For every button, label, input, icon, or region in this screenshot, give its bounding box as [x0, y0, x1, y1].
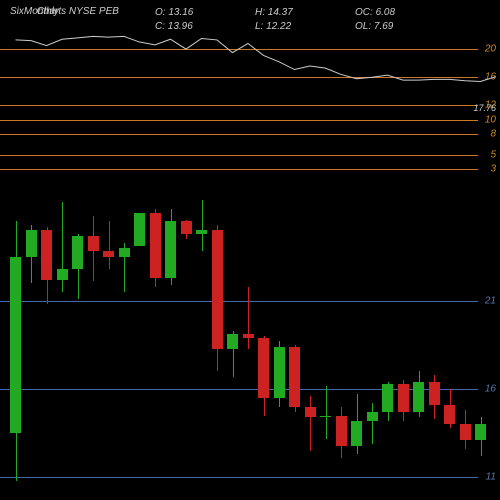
candle-body: [10, 257, 21, 433]
candle-body: [41, 230, 52, 279]
candle-body: [57, 269, 68, 280]
candle-body: [336, 416, 347, 446]
candle-body: [413, 382, 424, 412]
candle-body: [150, 213, 161, 278]
candle-body: [367, 412, 378, 421]
candle-wick: [326, 386, 327, 439]
candle-wick: [248, 287, 249, 349]
candle-body: [134, 213, 145, 247]
candle-wick: [109, 221, 110, 269]
candle-body: [444, 405, 455, 424]
candle-body: [212, 230, 223, 348]
chart-area: 2016121085317.76211611: [0, 0, 500, 500]
candle-body: [460, 424, 471, 440]
candle-body: [429, 382, 440, 405]
candle-body: [475, 424, 486, 440]
candle-body: [181, 221, 192, 233]
candle-wick: [202, 200, 203, 251]
candle-body: [103, 251, 114, 256]
candle-body: [119, 248, 130, 257]
candle-body: [227, 334, 238, 348]
candle-wick: [372, 403, 373, 444]
candle-body: [88, 236, 99, 252]
candle-body: [289, 347, 300, 407]
candle-body: [196, 230, 207, 234]
candle-body: [382, 384, 393, 412]
candle-body: [274, 347, 285, 398]
candle-wick: [310, 396, 311, 451]
candle-body: [72, 236, 83, 270]
candle-body: [258, 338, 269, 398]
candle-body: [165, 221, 176, 277]
candle-body: [398, 384, 409, 412]
candle-body: [305, 407, 316, 418]
candle-body: [26, 230, 37, 256]
candle-body: [320, 416, 331, 418]
candle-body: [243, 334, 254, 338]
candle-body: [351, 421, 362, 446]
